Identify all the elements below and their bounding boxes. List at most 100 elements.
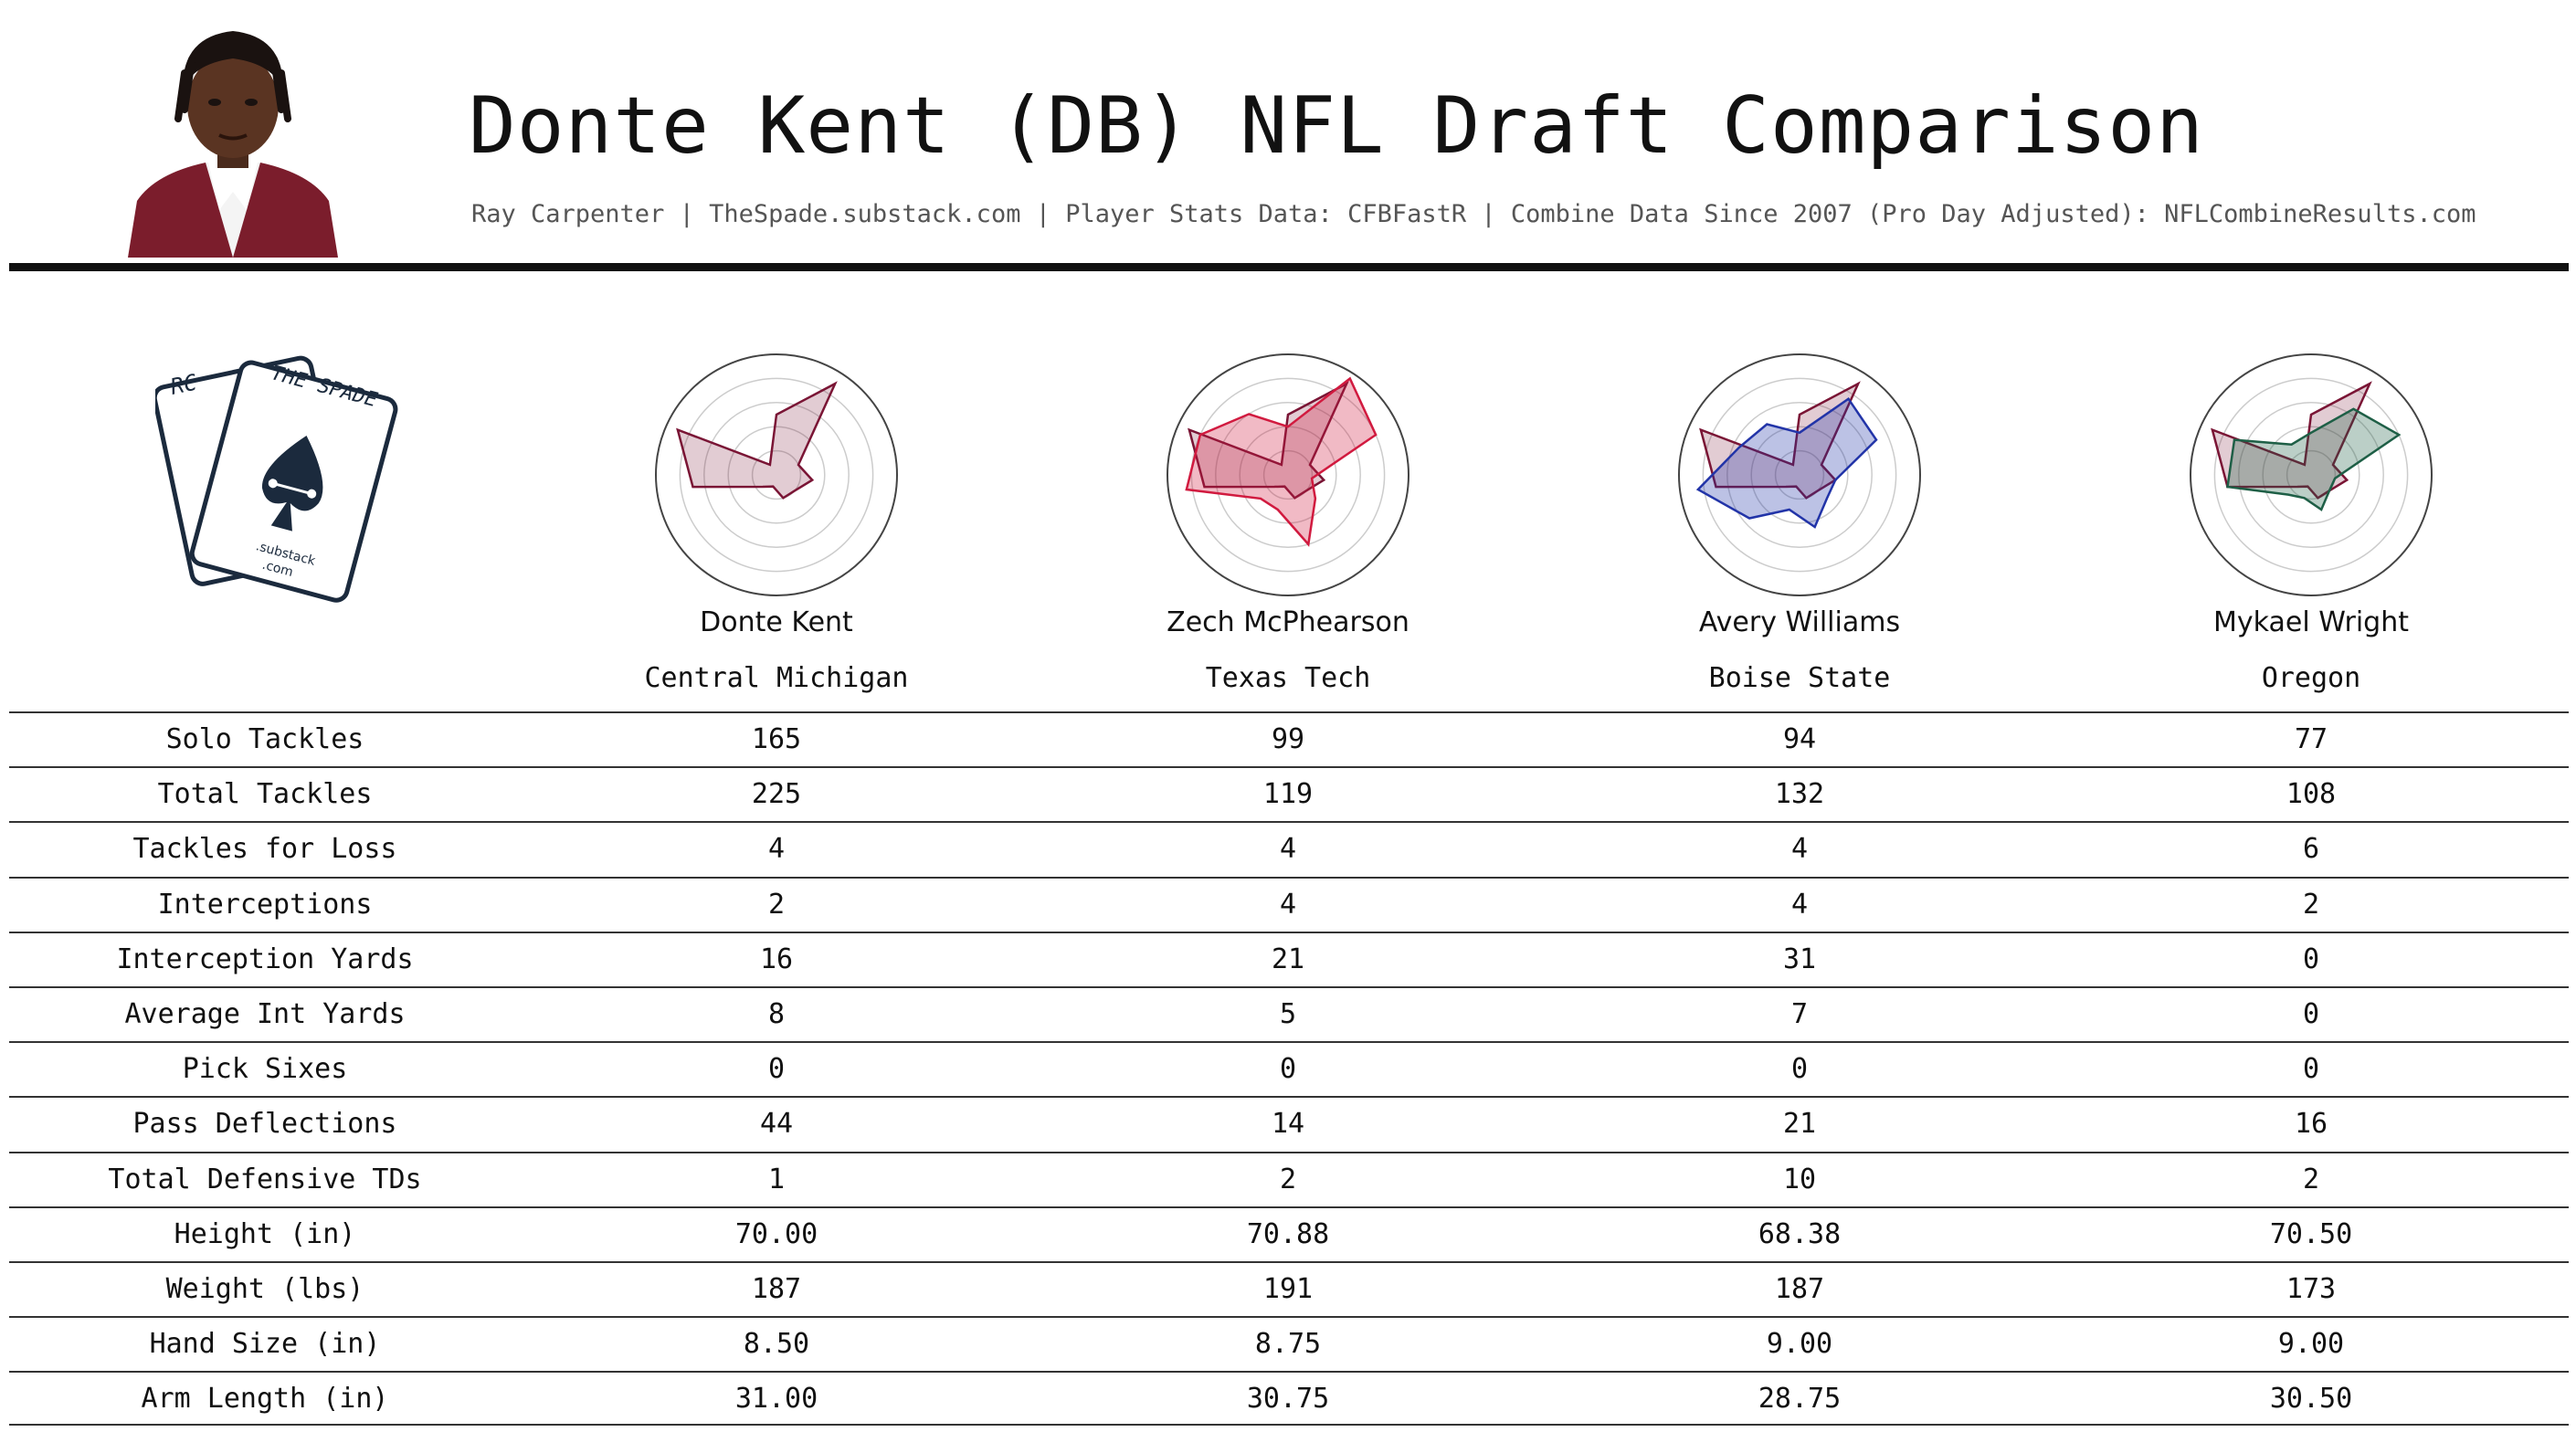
stat-value: 0: [2302, 997, 2320, 1030]
stat-value: 4: [1279, 888, 1297, 921]
stat-label: Interceptions: [157, 888, 373, 921]
radar-grid-ring: [727, 426, 826, 524]
stat-value: 0: [2302, 942, 2320, 975]
stat-label: Average Int Yards: [124, 997, 406, 1030]
stat-value: 68.38: [1758, 1217, 1842, 1250]
stat-value: 21: [1271, 942, 1305, 975]
stat-label: Tackles for Loss: [132, 833, 397, 866]
radar-grid-ring: [2190, 353, 2433, 596]
radar-grid-ring: [2286, 449, 2337, 500]
table-row: Pass Deflections 44 14 21 16: [9, 1096, 2569, 1151]
radar-grid-ring: [679, 377, 874, 573]
radar-series-comparison: [1185, 376, 1378, 547]
radar-chart: [1167, 353, 1409, 596]
stat-value: 10: [1782, 1163, 1817, 1195]
table-row: Average Int Yards 8 5 7 0: [9, 985, 2569, 1041]
stat-value: 4: [1790, 833, 1809, 866]
stat-value: 2: [1279, 1163, 1297, 1195]
radar-chart: [2190, 353, 2433, 596]
stat-value: 0: [767, 1053, 786, 1086]
header: Donte Kent (DB) NFL Draft Comparison Ray…: [0, 0, 2576, 274]
player-name: Donte Kent: [700, 606, 853, 638]
stat-value: 14: [1271, 1108, 1305, 1141]
radar-grid-ring: [1215, 402, 1361, 548]
table-row: Interception Yards 16 21 31 0: [9, 931, 2569, 986]
stat-value: 0: [2302, 1053, 2320, 1086]
radar-series-kent: [1699, 381, 1861, 500]
radar-grid-ring: [1750, 426, 1849, 524]
player-school: Central Michigan: [644, 662, 909, 694]
table-row: Hand Size (in) 8.50 8.75 9.00 9.00: [9, 1316, 2569, 1371]
stat-value: 187: [1774, 1272, 1825, 1305]
stat-value: 77: [2294, 723, 2328, 755]
stat-value: 173: [2286, 1272, 2337, 1305]
stat-label: Hand Size (in): [149, 1328, 381, 1361]
stat-value: 191: [1262, 1272, 1314, 1305]
stat-value: 31: [1782, 942, 1817, 975]
stat-label: Interception Yards: [116, 942, 414, 975]
radar-series-kent: [676, 381, 838, 500]
radar-grid-ring: [1678, 353, 1921, 596]
stat-value: 70.88: [1246, 1217, 1330, 1250]
stat-value: 7: [1790, 997, 1809, 1030]
stat-value: 9.00: [1766, 1328, 1833, 1361]
stat-value: 28.75: [1758, 1383, 1842, 1416]
stat-label: Solo Tackles: [165, 723, 364, 755]
stat-label: Total Tackles: [157, 778, 373, 811]
stat-value: 119: [1262, 778, 1314, 811]
player-name: Mykael Wright: [2213, 606, 2409, 638]
stat-value: 4: [1279, 833, 1297, 866]
stat-value: 94: [1782, 723, 1817, 755]
radar-grid-ring: [1702, 377, 1897, 573]
stat-value: 165: [751, 723, 802, 755]
radar-grid-ring: [1726, 402, 1873, 548]
radar-grid-ring: [655, 353, 898, 596]
stat-value: 70.00: [734, 1217, 818, 1250]
stat-label: Arm Length (in): [141, 1383, 389, 1416]
table-row: Arm Length (in) 31.00 30.75 28.75 30.50: [9, 1371, 2569, 1427]
player-name: Avery Williams: [1698, 606, 1901, 638]
stat-label: Pick Sixes: [182, 1053, 348, 1086]
page-title: Donte Kent (DB) NFL Draft Comparison: [469, 80, 2204, 172]
radar-series-kent: [2211, 381, 2372, 500]
stat-value: 16: [2294, 1108, 2328, 1141]
radar-chart: [655, 353, 898, 596]
stat-value: 4: [1790, 888, 1809, 921]
stat-value: 2: [2302, 888, 2320, 921]
stat-value: 5: [1279, 997, 1297, 1030]
stat-label: Pass Deflections: [132, 1108, 397, 1141]
radar-grid-ring: [2213, 377, 2409, 573]
stat-value: 187: [751, 1272, 802, 1305]
stat-value: 108: [2286, 778, 2337, 811]
stat-value: 31.00: [734, 1383, 818, 1416]
player-school: Oregon: [2261, 662, 2361, 694]
stat-label: Height (in): [174, 1217, 356, 1250]
radar-grid-ring: [1262, 449, 1314, 500]
radar-grid-ring: [1774, 449, 1825, 500]
stat-value: 0: [1279, 1053, 1297, 1086]
table-row: Weight (lbs) 187 191 187 173: [9, 1260, 2569, 1316]
radar-chart: [1678, 353, 1921, 596]
radar-grid-ring: [1190, 377, 1386, 573]
table-row: Interceptions 2 4 4 2: [9, 876, 2569, 932]
stat-value: 8.50: [743, 1328, 810, 1361]
radar-grid-ring: [2238, 402, 2384, 548]
stat-value: 132: [1774, 778, 1825, 811]
radar-grid-ring: [2262, 426, 2360, 524]
stat-value: 2: [767, 888, 786, 921]
table-row: Pick Sixes 0 0 0 0: [9, 1041, 2569, 1096]
stat-value: 21: [1782, 1108, 1817, 1141]
table-row: Total Defensive TDs 1 2 10 2: [9, 1151, 2569, 1206]
logo-left-letters: RC: [168, 369, 200, 400]
stat-value: 44: [759, 1108, 794, 1141]
stat-value: 30.50: [2269, 1383, 2353, 1416]
radar-grid-ring: [751, 449, 802, 500]
table-row: Height (in) 70.00 70.88 68.38 70.50: [9, 1206, 2569, 1261]
radar-series-comparison: [1695, 396, 1878, 529]
radar-series-comparison: [2226, 407, 2402, 511]
table-row: Solo Tackles 165 99 94 77: [9, 711, 2569, 766]
stat-value: 9.00: [2277, 1328, 2345, 1361]
stat-label: Weight (lbs): [165, 1272, 364, 1305]
stat-value: 70.50: [2269, 1217, 2353, 1250]
player-name: Zech McPhearson: [1167, 606, 1409, 638]
